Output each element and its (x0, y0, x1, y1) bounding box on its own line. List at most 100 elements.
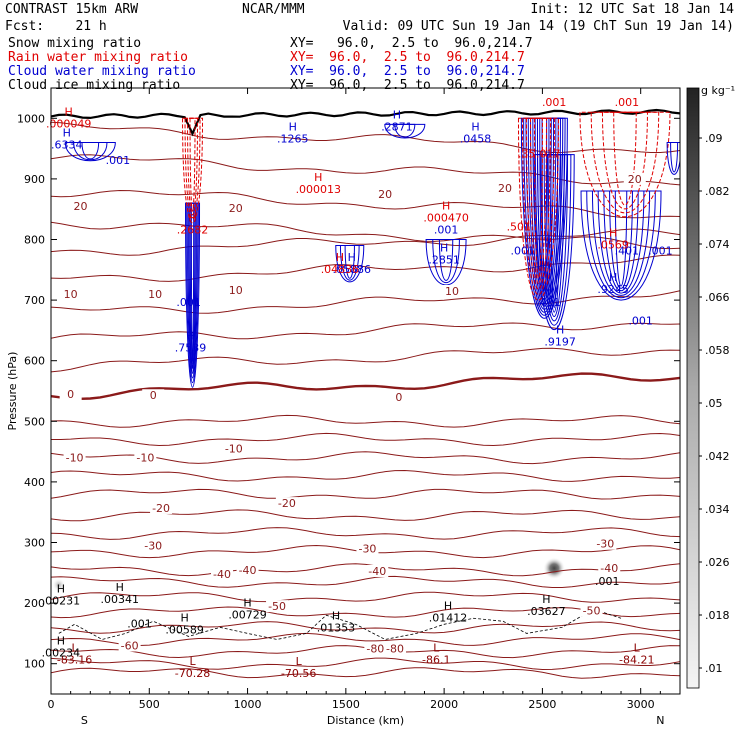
extremum-marker-30: H (471, 121, 479, 134)
extremum-marker-28: H (289, 121, 297, 134)
colorbar-label-8: .074 (705, 238, 730, 251)
colorbar-label-5: .05 (705, 397, 723, 410)
extremum-marker-29: H (393, 108, 401, 121)
isotherm-18 (51, 347, 680, 373)
isotherm-label-28: 20 (628, 173, 642, 186)
cloud-water-700-1 (189, 202, 196, 370)
extremum-marker-26: H (63, 127, 71, 140)
isotherm-label-4: -50 (583, 604, 601, 617)
isotherm-19 (51, 322, 680, 340)
isotherm-label-bg-9 (142, 539, 165, 552)
y-tick-label-6: 700 (24, 294, 45, 307)
isotherm-label-1: -80 (386, 643, 404, 656)
extremum-marker-31: H (348, 251, 356, 264)
cloud-water-2560-1 (547, 154, 562, 313)
isotherm-label-12: -20 (152, 502, 170, 515)
cloud-water-2900-2 (603, 190, 639, 292)
cloud-water-200-2 (64, 142, 116, 162)
extremum-value-16: .001 (176, 296, 201, 309)
isotherm-label-19: 0 (395, 391, 402, 404)
isotherm-15 (51, 432, 680, 447)
field-xy-snow: XY= 96.0, 2.5 to 96.0,214.7 (290, 36, 533, 51)
isotherm-12 (51, 488, 680, 500)
colorbar-label-9: .082 (705, 185, 730, 198)
isotherm-label-5: -40 (213, 568, 231, 581)
extremum-marker-4: L (634, 642, 641, 655)
isotherm-21 (51, 254, 680, 282)
field-xy-cloud-water: XY= 96.0, 2.5 to 96.0,214.7 (290, 64, 525, 79)
cloud-water-700-4 (186, 202, 199, 383)
extremum-value-25: .001 (434, 223, 459, 236)
y-tick-label-1: 200 (24, 597, 45, 610)
colorbar-label-10: .09 (705, 132, 723, 145)
extremum-value-19: .001 (628, 314, 653, 327)
extremum-value-31: .05886 (332, 263, 371, 276)
cloud-water-2900-0 (614, 190, 628, 287)
extremum-marker-2: L (72, 642, 79, 655)
rain-2480-3 (521, 117, 555, 295)
isotherm-label-bg-19 (387, 391, 410, 404)
isotherm-label-bg-18 (142, 389, 165, 402)
isotherm-label-bg-5 (211, 568, 234, 581)
extremum-value-23: .2851 (428, 254, 460, 267)
isotherm-label-bg-2 (118, 639, 141, 652)
x-tick-label-4: 2000 (430, 698, 458, 711)
cloud-water-2900-4 (591, 190, 651, 296)
isotherm-label-bg-10 (356, 542, 379, 555)
cloud-water-2900-1 (609, 190, 633, 289)
colorbar-label-3: .034 (705, 503, 730, 516)
extremum-value-41: .001 (542, 96, 567, 109)
isotherm-label-14: -10 (66, 452, 84, 465)
isotherm-label-bg-17 (59, 388, 82, 401)
isotherm-label-2: -60 (121, 640, 139, 653)
rain-700-2 (184, 117, 201, 220)
isotherm-label-bg-22 (224, 283, 247, 296)
extremum-marker-6: H (181, 611, 189, 624)
isotherm-label-bg-26 (374, 188, 397, 201)
x-tick-label-5: 2500 (528, 698, 556, 711)
extremum-value-6: .00589 (165, 623, 204, 636)
y-tick-label-0: 100 (24, 658, 45, 671)
extremum-value-4: -84.21 (619, 654, 654, 667)
y-tick-label-3: 400 (24, 476, 45, 489)
isotherm-7 (51, 575, 680, 588)
cloud-water-700-0 (190, 202, 195, 365)
extremum-value-8: .01412 (429, 611, 468, 624)
cloud-water-2500-1 (539, 117, 550, 295)
cloud-water-700-5 (185, 202, 201, 388)
extremum-value-32: .04836 (321, 263, 360, 276)
rain-2920-1 (601, 111, 648, 210)
isotherm-label-bg-13 (275, 497, 298, 510)
isotherm-label-15: -10 (136, 452, 154, 465)
colorbar-label-7: .066 (705, 291, 730, 304)
rain-700-3 (182, 117, 204, 224)
extremum-value-14: .001 (595, 575, 620, 588)
isotherm-22 (51, 228, 680, 256)
colorbar (686, 87, 700, 689)
colorbar-unit: g kg⁻¹ (701, 84, 735, 97)
isotherm-label-11: -30 (596, 538, 614, 551)
isotherm-6 (51, 591, 680, 603)
y-tick-label-4: 500 (24, 415, 45, 428)
x-tick-label-6: 3000 (627, 698, 655, 711)
x-end-label-left: S (81, 714, 88, 727)
extremum-marker-1: L (296, 655, 303, 668)
isotherm-5 (51, 606, 680, 619)
extremum-value-11: .00341 (101, 593, 140, 606)
cloud-water-2000-0 (438, 239, 454, 281)
extremum-value-7: .01353 (317, 622, 356, 635)
extremum-value-12: .00231 (42, 594, 81, 607)
header-line1-center: NCAR/MMM (242, 2, 305, 17)
extremum-marker-12: H (57, 582, 65, 595)
extremum-value-33: .2682 (177, 223, 209, 236)
cloud-water-3170-1 (666, 142, 680, 175)
x-axis-title: Distance (km) (327, 714, 404, 727)
extremum-marker-33: H (188, 211, 196, 224)
rain-2480-4 (517, 117, 559, 301)
extremum-value-9: .00729 (228, 608, 267, 621)
rain-2920-2 (590, 111, 660, 214)
rain-700-1 (187, 117, 199, 216)
isotherm-10 (51, 527, 680, 540)
extremum-value-3: -86.1 (422, 654, 450, 667)
